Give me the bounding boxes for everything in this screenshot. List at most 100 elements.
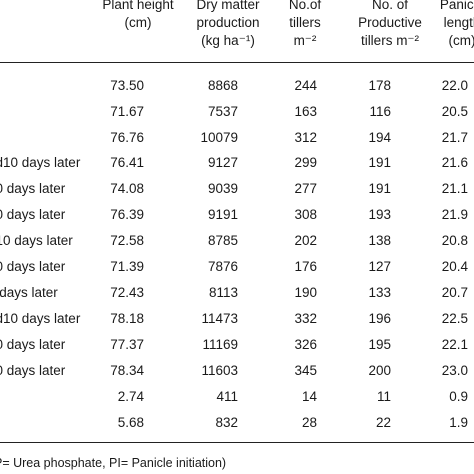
- productive-tillers-cell: 22: [375, 415, 391, 430]
- productive-tillers-cell: 178: [368, 78, 391, 93]
- table-row: c 73.50 8868 244 178 22.0: [0, 74, 474, 98]
- dry-matter-cell: 9191: [207, 207, 238, 222]
- table-row: 10 days later 74.08 9039 277 191 21.1: [0, 177, 474, 201]
- plant-height-cell: 76.39: [110, 207, 144, 222]
- productive-tillers-cell: 193: [368, 207, 391, 222]
- treatment-label: 10 days later: [0, 259, 66, 274]
- plant-height-cell: 78.18: [110, 311, 144, 326]
- header-line: Panicle: [439, 0, 474, 12]
- dry-matter-cell: 8785: [207, 233, 238, 248]
- header-rule: [0, 62, 474, 63]
- dry-matter-cell: 10079: [200, 130, 238, 145]
- dry-matter-cell: 11169: [202, 337, 238, 352]
- dry-matter-cell: 411: [216, 389, 238, 404]
- plant-height-cell: 78.34: [110, 363, 144, 378]
- panicle-length-cell: 20.4: [441, 259, 468, 274]
- table-row: e 76.76 10079 312 194 21.7: [0, 126, 474, 150]
- plant-height-cell: 74.08: [110, 181, 144, 196]
- header-line: m⁻²: [293, 33, 317, 48]
- header-line: No.of: [288, 0, 322, 12]
- panicle-length-cell: 20.5: [441, 104, 468, 119]
- header-line: length: [443, 15, 474, 30]
- header-productive-tillers: No. of Productive tillers m⁻²: [350, 0, 430, 50]
- table-row: 10 days later 71.39 7876 176 127 20.4: [0, 255, 474, 279]
- table-row: d10 days later 72.58 8785 202 138 20.8: [0, 229, 474, 253]
- panicle-length-cell: 21.1: [441, 181, 468, 196]
- bottom-rule: [0, 442, 474, 443]
- treatment-label: d10 days later: [0, 233, 73, 248]
- panicle-length-cell: 20.7: [441, 285, 468, 300]
- panicle-length-cell: 21.9: [441, 207, 468, 222]
- plant-height-cell: 71.39: [110, 259, 144, 274]
- treatment-label: 10 days later: [0, 337, 66, 352]
- table-row: 0 days later 72.43 8113 190 133 20.7: [0, 281, 474, 305]
- header-tillers: No.of tillers m⁻²: [276, 0, 334, 50]
- tillers-cell: 326: [294, 337, 317, 352]
- table-row: 10 days later 76.39 9191 308 193 21.9: [0, 203, 474, 227]
- panicle-length-cell: 21.6: [441, 155, 468, 170]
- header-dry-matter: Dry matter production (kg ha⁻¹): [186, 0, 270, 50]
- treatment-label: 10 days later: [0, 207, 66, 222]
- tillers-cell: 14: [301, 389, 317, 404]
- productive-tillers-cell: 195: [368, 337, 391, 352]
- tillers-cell: 244: [294, 78, 317, 93]
- productive-tillers-cell: 138: [368, 233, 391, 248]
- table-row: 2.74 411 14 11 0.9: [0, 385, 474, 409]
- header-line: No. of: [371, 0, 409, 12]
- plant-height-cell: 72.58: [110, 233, 144, 248]
- tillers-cell: 28: [301, 415, 317, 430]
- table-row: 10 days later 78.34 11603 345 200 23.0: [0, 359, 474, 383]
- footnote: P= Urea phosphate, PI= Panicle initiatio…: [0, 456, 227, 470]
- productive-tillers-cell: 191: [368, 155, 391, 170]
- treatment-label: 10 days later: [0, 181, 66, 196]
- dry-matter-cell: 9127: [207, 155, 238, 170]
- dry-matter-cell: 11473: [201, 311, 238, 326]
- tillers-cell: 308: [294, 207, 317, 222]
- header-plant-height: Plant height (cm): [96, 0, 180, 32]
- treatment-label: 10 days later: [0, 363, 66, 378]
- plant-height-cell: 76.41: [110, 155, 144, 170]
- dry-matter-cell: 8868: [207, 78, 238, 93]
- treatment-label: 0 days later: [0, 285, 58, 300]
- panicle-length-cell: 21.7: [441, 130, 468, 145]
- header-panicle-length: Panicle length (cm): [430, 0, 474, 50]
- header-line: Productive: [358, 15, 422, 30]
- header-line: tillers: [289, 15, 321, 30]
- plant-height-cell: 73.50: [110, 78, 144, 93]
- productive-tillers-cell: 200: [368, 363, 391, 378]
- table-row: 5.68 832 28 22 1.9: [0, 411, 474, 435]
- plant-height-cell: 76.76: [110, 130, 144, 145]
- panicle-length-cell: 0.9: [449, 389, 468, 404]
- table-row: nd10 days later 76.41 9127 299 191 21.6: [0, 151, 474, 175]
- productive-tillers-cell: 11: [376, 389, 391, 404]
- productive-tillers-cell: 196: [368, 311, 391, 326]
- header-line: Plant height: [102, 0, 174, 12]
- panicle-length-cell: 20.8: [441, 233, 468, 248]
- panicle-length-cell: 23.0: [441, 363, 468, 378]
- table-row: nd10 days later 78.18 11473 332 196 22.5: [0, 307, 474, 331]
- tillers-cell: 332: [294, 311, 317, 326]
- header-line: (cm): [124, 15, 152, 30]
- treatment-label: nd10 days later: [0, 311, 81, 326]
- panicle-length-cell: 22.1: [441, 337, 468, 352]
- table-row: 71.67 7537 163 116 20.5: [0, 100, 474, 124]
- tillers-cell: 190: [294, 285, 317, 300]
- dry-matter-cell: 7876: [207, 259, 238, 274]
- plant-height-cell: 71.67: [110, 104, 144, 119]
- panicle-length-cell: 22.0: [441, 78, 468, 93]
- tillers-cell: 176: [294, 259, 317, 274]
- productive-tillers-cell: 191: [368, 181, 391, 196]
- header-line: (kg ha⁻¹): [201, 33, 255, 48]
- productive-tillers-cell: 194: [368, 130, 391, 145]
- productive-tillers-cell: 127: [368, 259, 391, 274]
- plant-height-cell: 5.68: [117, 415, 144, 430]
- tillers-cell: 299: [294, 155, 317, 170]
- productive-tillers-cell: 133: [368, 285, 391, 300]
- plant-height-cell: 72.43: [110, 285, 144, 300]
- plant-height-cell: 2.74: [117, 389, 144, 404]
- tillers-cell: 312: [294, 130, 317, 145]
- tillers-cell: 202: [294, 233, 317, 248]
- productive-tillers-cell: 116: [369, 104, 391, 119]
- table-row: 10 days later 77.37 11169 326 195 22.1: [0, 333, 474, 357]
